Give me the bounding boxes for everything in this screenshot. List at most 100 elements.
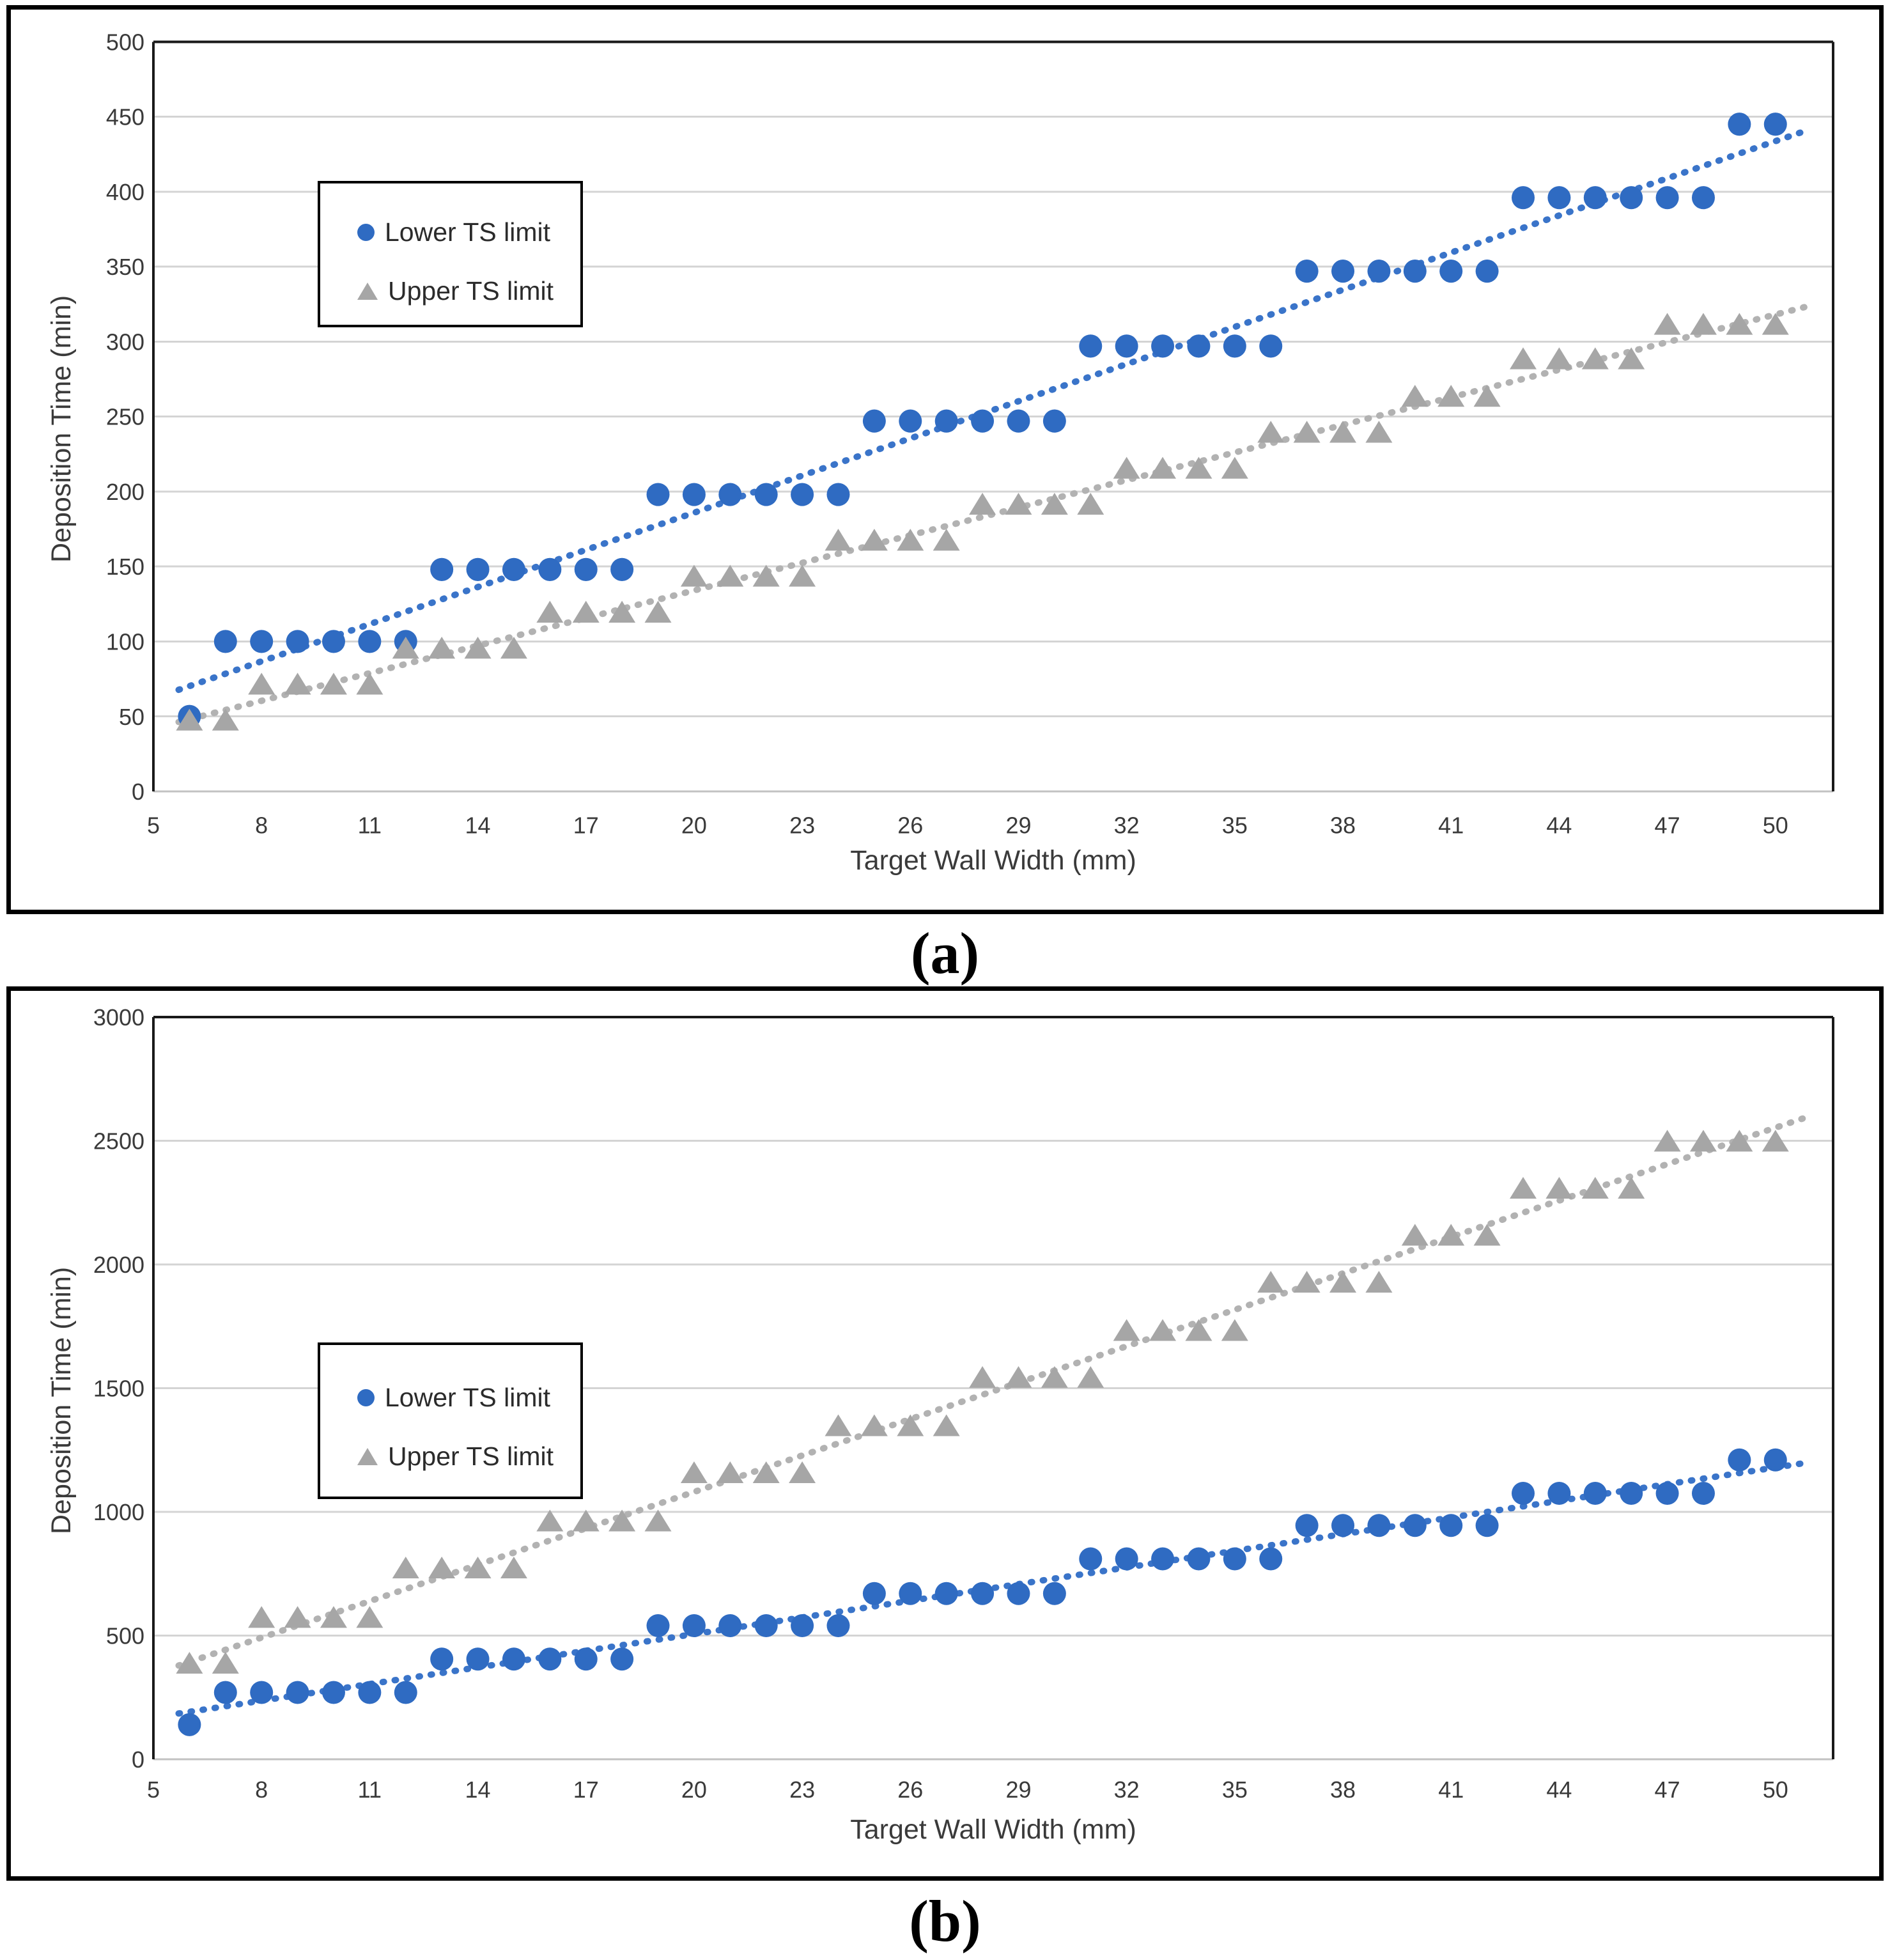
x-tick-label-8: 8 — [255, 812, 268, 838]
marker-lower-x33 — [1151, 1547, 1175, 1571]
marker-lower-x8 — [250, 630, 274, 653]
x-tick-label-44: 44 — [1546, 1777, 1572, 1803]
marker-upper-x13 — [428, 1557, 456, 1579]
panel-label-b: (b) — [909, 1888, 981, 1954]
x-tick-label-32: 32 — [1114, 1777, 1140, 1803]
x-axis-title-chart-a: Target Wall Width (mm) — [850, 845, 1136, 876]
marker-lower-x31 — [1079, 334, 1103, 358]
marker-upper-x21 — [716, 1461, 744, 1484]
marker-upper-x47 — [1654, 1130, 1681, 1152]
marker-lower-x16 — [538, 1647, 562, 1671]
chart-a-plot: 0 50 100 150 200 250 300 350 400 450 500 5 8 11 14 17 20… — [106, 29, 1834, 838]
marker-lower-x48 — [1691, 186, 1715, 210]
marker-upper-x25 — [860, 529, 888, 551]
marker-upper-x41 — [1437, 385, 1465, 407]
marker-lower-x46 — [1620, 186, 1643, 210]
marker-upper-x41 — [1437, 1224, 1465, 1246]
marker-lower-x36 — [1259, 334, 1283, 358]
y-tick-label-200: 200 — [106, 479, 144, 505]
marker-lower-x6 — [178, 1713, 201, 1736]
marker-upper-x44 — [1545, 1176, 1573, 1199]
marker-lower-x34 — [1187, 334, 1211, 358]
marker-lower-x18 — [610, 1647, 634, 1671]
legend-chart-a: Lower TS limit Upper TS limit — [318, 181, 583, 327]
marker-lower-x32 — [1115, 1547, 1138, 1571]
marker-lower-x31 — [1079, 1547, 1103, 1571]
marker-upper-x42 — [1473, 1224, 1501, 1246]
marker-lower-x23 — [791, 483, 814, 506]
marker-upper-x7 — [212, 708, 239, 731]
marker-lower-x30 — [1042, 409, 1066, 433]
marker-upper-x46 — [1618, 347, 1645, 369]
marker-upper-x22 — [752, 564, 780, 587]
marker-upper-x19 — [644, 1509, 672, 1532]
marker-upper-x20 — [680, 1461, 708, 1484]
marker-upper-x27 — [933, 529, 960, 551]
marker-upper-x8 — [248, 673, 275, 695]
marker-upper-x43 — [1510, 1176, 1537, 1199]
marker-upper-x18 — [608, 1509, 636, 1532]
y-tick-label-50: 50 — [119, 704, 144, 730]
x-tick-label-29: 29 — [1005, 1777, 1031, 1803]
x-tick-label-26: 26 — [897, 1777, 923, 1803]
x-tick-label-38: 38 — [1330, 1777, 1356, 1803]
marker-lower-x32 — [1115, 334, 1138, 358]
marker-upper-x7 — [212, 1652, 239, 1674]
marker-lower-x48 — [1691, 1481, 1715, 1505]
x-tick-label-47: 47 — [1655, 812, 1680, 838]
marker-upper-x23 — [789, 564, 816, 587]
marker-upper-x25 — [860, 1414, 888, 1436]
marker-lower-x8 — [250, 1681, 274, 1704]
y-tick-label-2500: 2500 — [93, 1128, 144, 1155]
chart-panel-b: 0 500 1000 1500 2000 2500 3000 5 8 11 14 17 20 23 26 29… — [6, 986, 1884, 1881]
x-tick-label-26: 26 — [897, 812, 923, 838]
x-tick-label-20: 20 — [681, 1777, 707, 1803]
marker-upper-x18 — [608, 600, 636, 623]
marker-upper-x26 — [897, 529, 924, 551]
marker-lower-x27 — [934, 1582, 958, 1605]
marker-upper-x9 — [284, 673, 311, 695]
marker-lower-x39 — [1367, 260, 1391, 283]
marker-lower-x21 — [718, 483, 742, 506]
panel-label-a: (a) — [910, 921, 980, 986]
marker-lower-x21 — [718, 1614, 742, 1638]
marker-lower-x44 — [1547, 1481, 1571, 1505]
x-tick-label-14: 14 — [465, 812, 491, 838]
marker-lower-x37 — [1295, 1514, 1319, 1537]
x-tick-label-35: 35 — [1222, 812, 1248, 838]
marker-lower-x34 — [1187, 1547, 1211, 1571]
marker-upper-x36 — [1257, 1271, 1285, 1293]
marker-lower-x10 — [321, 630, 345, 653]
marker-upper-x30 — [1041, 1366, 1068, 1388]
lower-ts-circle-icon — [357, 223, 375, 241]
y-tick-label-1000: 1000 — [93, 1499, 144, 1525]
x-tick-label-11: 11 — [358, 1777, 382, 1803]
marker-upper-x47 — [1654, 313, 1681, 335]
marker-upper-x32 — [1113, 456, 1140, 479]
x-tick-label-50: 50 — [1763, 812, 1788, 838]
marker-lower-x28 — [971, 409, 995, 433]
marker-lower-x50 — [1763, 113, 1787, 136]
y-tick-label-3000: 3000 — [93, 1004, 144, 1031]
marker-upper-x23 — [789, 1461, 816, 1484]
chart-b-plot: 0 500 1000 1500 2000 2500 3000 5 8 11 14 17 20 23 26 29… — [93, 1004, 1834, 1803]
marker-upper-x9 — [284, 1606, 311, 1628]
marker-lower-x10 — [321, 1681, 345, 1704]
marker-upper-x10 — [320, 1606, 347, 1628]
chart-panel-a: 0 50 100 150 200 250 300 350 400 450 500 5 8 11 14 17 20… — [6, 5, 1884, 914]
legend-entry-lower: Lower TS limit — [320, 203, 580, 261]
marker-lower-x26 — [899, 1582, 922, 1605]
x-tick-label-50: 50 — [1763, 1777, 1788, 1803]
y-tick-label-250: 250 — [106, 404, 144, 430]
x-tick-label-14: 14 — [465, 1777, 491, 1803]
marker-lower-x38 — [1331, 260, 1355, 283]
marker-lower-x47 — [1655, 186, 1679, 210]
y-axis-title-chart-b: Deposition Time (min) — [46, 1266, 77, 1534]
marker-lower-x22 — [754, 483, 778, 506]
marker-upper-x27 — [933, 1414, 960, 1436]
marker-lower-x23 — [791, 1614, 814, 1638]
marker-upper-x6 — [176, 708, 203, 731]
y-tick-label-300: 300 — [106, 329, 144, 355]
marker-upper-x13 — [428, 637, 456, 659]
marker-lower-x40 — [1403, 260, 1427, 283]
